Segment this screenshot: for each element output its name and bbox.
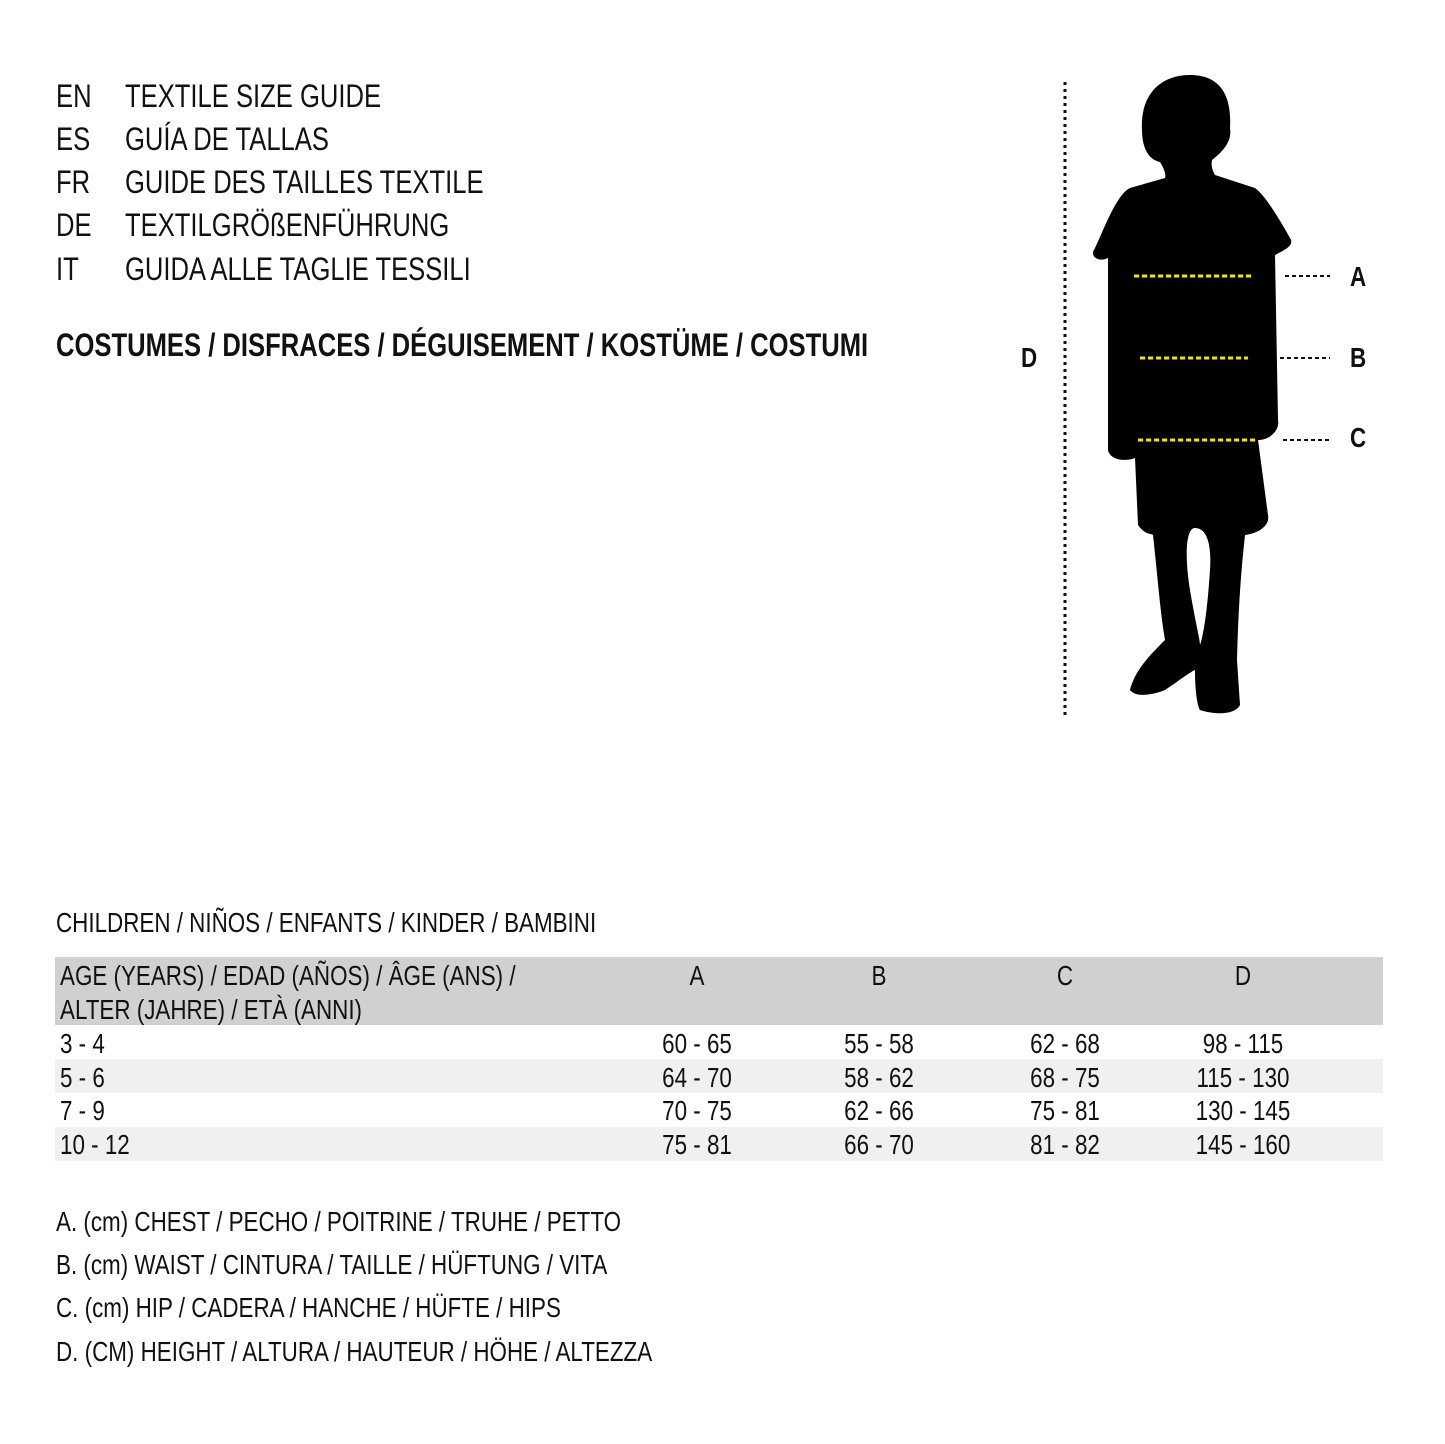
cell-c: 81 - 82 [1030,1129,1100,1160]
table-header [55,957,1383,1025]
header-age: AGE (YEARS) / EDAD (AÑOS) / ÂGE (ANS) / [60,960,516,991]
lang-code: IT [56,251,79,287]
cell-age: 7 - 9 [60,1095,105,1126]
lang-code: FR [56,164,91,200]
legend-item-c: C. (cm) HIP / CADERA / HANCHE / HÜFTE / … [56,1292,561,1323]
header-col-b: B [871,960,887,991]
header-col-c: C [1056,960,1074,991]
cell-b: 58 - 62 [844,1062,914,1093]
guide-title: GUIDA ALLE TAGLIE TESSILI [125,251,471,287]
header-col-a: A [689,960,705,991]
cell-age: 5 - 6 [60,1062,105,1093]
guide-title: GUIDE DES TAILLES TEXTILE [125,164,484,200]
legend-item-b: B. (cm) WAIST / CINTURA / TAILLE / HÜFTU… [56,1249,608,1280]
measurement-figure [1063,75,1330,715]
cell-b: 55 - 58 [844,1028,914,1059]
header-age: ALTER (JAHRE) / ETÀ (ANNI) [60,994,363,1025]
table-row-stripe [55,1059,1383,1093]
label-c: C [1350,422,1367,453]
cell-age: 10 - 12 [60,1129,130,1160]
lang-code: ES [56,121,91,157]
table-row-stripe [55,1127,1383,1161]
cell-a: 70 - 75 [662,1095,732,1126]
guide-title: TEXTILE SIZE GUIDE [125,78,382,114]
table-caption: CHILDREN / NIÑOS / ENFANTS / KINDER / BA… [56,907,597,938]
lang-code: DE [56,207,92,243]
cell-d: 115 - 130 [1196,1062,1290,1093]
cell-a: 75 - 81 [662,1129,732,1160]
label-b: B [1350,342,1367,373]
cell-d: 145 - 160 [1195,1129,1291,1160]
cell-d: 130 - 145 [1195,1095,1291,1126]
lang-code: EN [56,78,92,114]
header-col-d: D [1234,960,1252,991]
cell-a: 64 - 70 [662,1062,732,1093]
cell-a: 60 - 65 [662,1028,732,1059]
cell-d: 98 - 115 [1202,1028,1284,1059]
legend-item-d: D. (CM) HEIGHT / ALTURA / HAUTEUR / HÖHE… [56,1336,653,1367]
cell-c: 75 - 81 [1030,1095,1100,1126]
leg-gap [1186,528,1211,645]
cell-b: 66 - 70 [844,1129,914,1160]
label-d: D [1021,342,1038,373]
guide-title: TEXTILGRÖßENFÜHRUNG [125,207,450,243]
cell-age: 3 - 4 [60,1028,105,1059]
cell-c: 62 - 68 [1030,1028,1100,1059]
legend-item-a: A. (cm) CHEST / PECHO / POITRINE / TRUHE… [56,1206,622,1237]
child-silhouette [1092,75,1292,714]
label-a: A [1350,261,1367,292]
guide-title: GUÍA DE TALLAS [125,121,329,157]
cell-b: 62 - 66 [844,1095,914,1126]
category-heading: COSTUMES / DISFRACES / DÉGUISEMENT / KOS… [56,327,869,363]
cell-c: 68 - 75 [1030,1062,1100,1093]
